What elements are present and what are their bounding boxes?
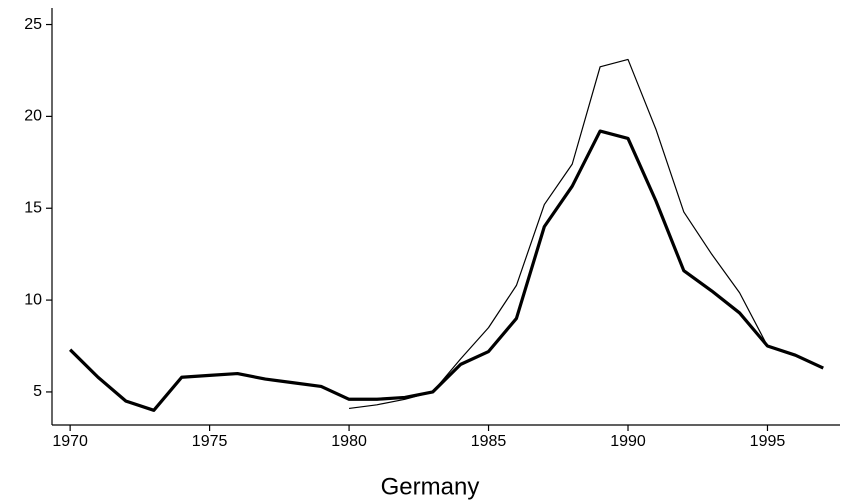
- y-tick-label: 25: [24, 16, 42, 33]
- series-line: [69, 129, 824, 412]
- x-tick-label: 1985: [471, 433, 507, 450]
- y-tick-label: 5: [33, 383, 42, 400]
- x-tick-label: 1995: [750, 433, 786, 450]
- x-tick-label: 1990: [610, 433, 646, 450]
- series-line: [348, 58, 769, 410]
- x-tick-label: 1975: [192, 433, 228, 450]
- y-tick-label: 15: [24, 199, 42, 216]
- x-axis-label: Germany: [381, 473, 480, 500]
- y-tick-label: 20: [24, 108, 42, 125]
- x-tick-label: 1970: [52, 433, 88, 450]
- x-tick-label: 1980: [331, 433, 367, 450]
- y-tick-label: 10: [24, 291, 42, 308]
